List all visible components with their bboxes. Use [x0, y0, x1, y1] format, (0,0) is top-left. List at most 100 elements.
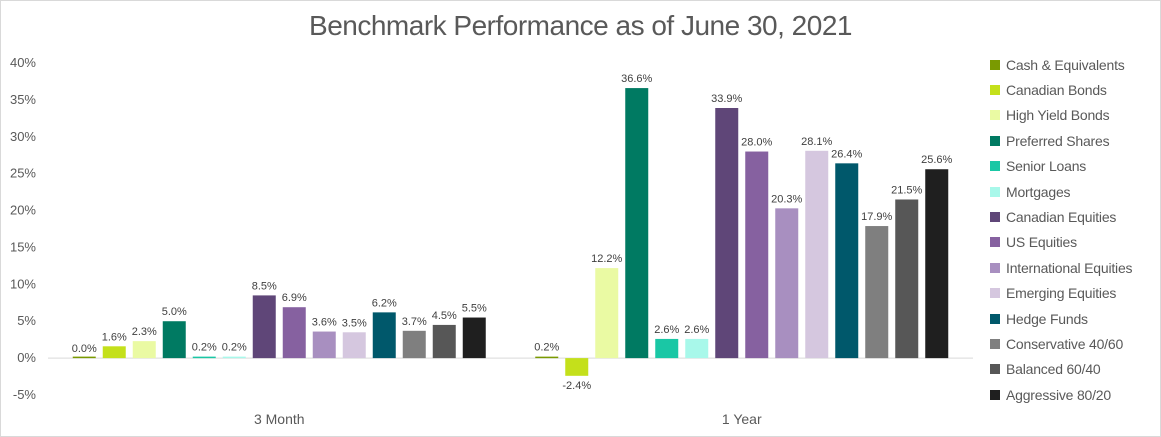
data-label: 28.1% [801, 136, 832, 148]
y-tick-label: 0% [17, 350, 36, 365]
legend-swatch [990, 237, 1000, 248]
legend-item: Aggressive 80/20 [990, 382, 1160, 407]
legend-item: Balanced 60/40 [990, 357, 1160, 382]
bar [162, 321, 186, 359]
data-label: 33.9% [711, 93, 742, 105]
legend-label: Aggressive 80/20 [1006, 386, 1111, 403]
x-tick-label: 3 Month [254, 411, 305, 427]
legend-label: US Equities [1006, 234, 1077, 251]
bar [342, 332, 366, 359]
legend-label: Hedge Funds [1006, 310, 1088, 327]
bar [535, 356, 559, 359]
data-label: 36.6% [621, 73, 652, 85]
legend-item: Senior Loans [990, 154, 1160, 179]
legend-item: Hedge Funds [990, 306, 1160, 331]
legend-item: Mortgages [990, 179, 1160, 204]
bar [252, 295, 276, 359]
bar [312, 331, 336, 359]
legend-swatch [990, 313, 1000, 324]
legend-item: Preferred Shares [990, 128, 1160, 153]
data-label: 5.0% [162, 306, 187, 318]
legend-swatch [990, 110, 1000, 121]
data-label: 6.2% [372, 297, 397, 309]
y-tick-label: 20% [10, 203, 36, 218]
bar [895, 199, 919, 359]
y-tick-label: 40% [10, 55, 36, 70]
legend-swatch [990, 389, 1000, 400]
legend-item: Emerging Equities [990, 281, 1160, 306]
bar [925, 169, 949, 359]
legend-swatch [990, 59, 1000, 70]
data-label: 3.6% [312, 317, 337, 329]
chart-title: Benchmark Performance as of June 30, 202… [309, 10, 852, 41]
bar [462, 317, 486, 359]
legend-label: Cash & Equivalents [1006, 56, 1125, 73]
bar [685, 338, 709, 359]
legend-label: Canadian Equities [1006, 209, 1117, 226]
data-label: 12.2% [591, 253, 622, 265]
data-label: 28.0% [741, 137, 772, 149]
data-label: 3.7% [402, 316, 427, 328]
bar [402, 330, 426, 359]
legend-item: US Equities [990, 230, 1160, 255]
data-label: 21.5% [891, 184, 922, 196]
data-label: 26.4% [831, 148, 862, 160]
data-label: 5.5% [462, 303, 487, 315]
data-label: 3.5% [342, 317, 367, 329]
legend-label: Senior Loans [1006, 158, 1087, 175]
data-label: 2.6% [654, 324, 679, 336]
data-label: 0.2% [222, 342, 247, 354]
legend-swatch [990, 135, 1000, 146]
bar [595, 268, 619, 359]
legend-label: High Yield Bonds [1006, 107, 1110, 124]
data-label: -2.4% [562, 380, 591, 392]
bar [222, 356, 246, 359]
legend-item: Cash & Equivalents [990, 52, 1160, 77]
legend-item: Canadian Bonds [990, 77, 1160, 102]
legend-swatch [990, 262, 1000, 273]
bar [655, 338, 679, 359]
data-label: 8.5% [252, 280, 277, 292]
bar [565, 358, 589, 376]
legend-label: International Equities [1006, 259, 1133, 276]
legend-label: Balanced 60/40 [1006, 361, 1101, 378]
bar [132, 341, 156, 359]
legend-label: Preferred Shares [1006, 132, 1110, 149]
y-tick-label: 5% [17, 313, 36, 328]
bar [432, 324, 456, 359]
legend-item: International Equities [990, 255, 1160, 280]
legend-swatch [990, 338, 1000, 349]
legend-label: Mortgages [1006, 183, 1071, 200]
bar [372, 312, 396, 359]
y-tick-label: 10% [10, 276, 36, 291]
legend-swatch [990, 186, 1000, 197]
data-label: 0.0% [72, 343, 97, 355]
bar [282, 307, 306, 359]
bar [745, 151, 769, 359]
data-label: 17.9% [861, 211, 892, 223]
bar [775, 208, 799, 359]
data-label: 2.6% [684, 324, 709, 336]
data-label: 20.3% [771, 193, 802, 205]
legend-swatch [990, 212, 1000, 223]
legend-label: Conservative 40/60 [1006, 335, 1124, 352]
y-tick-label: 15% [10, 239, 36, 254]
x-tick-label: 1 Year [722, 411, 762, 427]
chart-legend: Cash & Equivalents Canadian Bonds High Yie… [990, 52, 1160, 407]
bar [715, 108, 739, 359]
bar [835, 163, 859, 359]
data-label: 0.2% [534, 342, 559, 354]
bar [865, 226, 889, 359]
bar [192, 356, 216, 359]
legend-item: High Yield Bonds [990, 103, 1160, 128]
legend-item: Conservative 40/60 [990, 331, 1160, 356]
legend-label: Canadian Bonds [1006, 82, 1107, 99]
data-label: 1.6% [102, 331, 127, 343]
y-tick-label: -5% [13, 387, 37, 402]
legend-label: Emerging Equities [1006, 285, 1117, 302]
legend-swatch [990, 364, 1000, 375]
data-label: 0.2% [192, 342, 217, 354]
bar [625, 88, 649, 359]
y-tick-label: 30% [10, 129, 36, 144]
